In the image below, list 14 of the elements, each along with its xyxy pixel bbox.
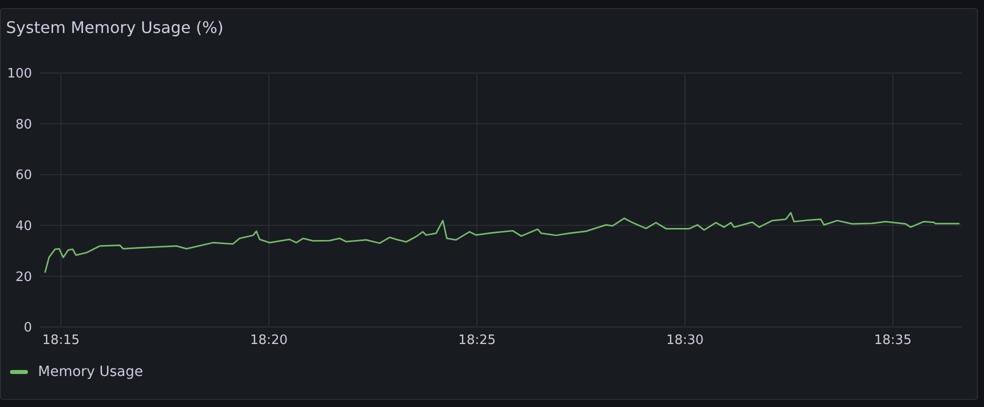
y-tick-label: 20 [15,270,32,285]
x-tick-label: 18:35 [874,333,912,348]
chart-title: System Memory Usage (%) [6,18,224,37]
legend-label: Memory Usage [38,364,144,380]
y-tick-label: 60 [15,168,32,184]
x-tick-label: 18:15 [42,333,80,348]
y-tick-label: 80 [15,117,32,132]
y-tick-label: 40 [15,219,32,234]
x-tick-label: 18:30 [666,333,704,348]
y-tick-label: 100 [7,66,32,82]
y-tick-label: 0 [24,320,32,336]
line-series [44,212,960,274]
x-tick-label: 18:20 [250,333,288,348]
x-tick-label: 18:25 [458,333,496,348]
